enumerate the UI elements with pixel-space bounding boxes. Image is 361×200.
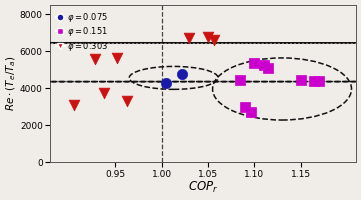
Point xyxy=(187,37,192,40)
Point xyxy=(92,58,98,61)
Point xyxy=(249,110,255,114)
Point xyxy=(71,103,77,106)
Point xyxy=(114,57,120,60)
Point xyxy=(101,91,107,94)
Point xyxy=(265,66,271,69)
Legend: $\varphi = 0.075$, $\varphi = 0.151$, $\varphi = 0.303$: $\varphi = 0.075$, $\varphi = 0.151$, $\… xyxy=(55,9,110,55)
X-axis label: $COP_r$: $COP_r$ xyxy=(188,180,218,195)
Point xyxy=(212,38,217,42)
Point xyxy=(316,79,322,83)
Point xyxy=(205,36,211,39)
Point xyxy=(125,99,130,103)
Point xyxy=(238,78,243,81)
Point xyxy=(251,61,257,65)
Point xyxy=(312,79,317,82)
Point xyxy=(164,81,169,84)
Point xyxy=(261,63,266,67)
Y-axis label: $Re \cdot (T_e/T_a)$: $Re \cdot (T_e/T_a)$ xyxy=(5,56,18,111)
Point xyxy=(242,106,248,109)
Point xyxy=(179,73,185,76)
Point xyxy=(298,78,304,81)
